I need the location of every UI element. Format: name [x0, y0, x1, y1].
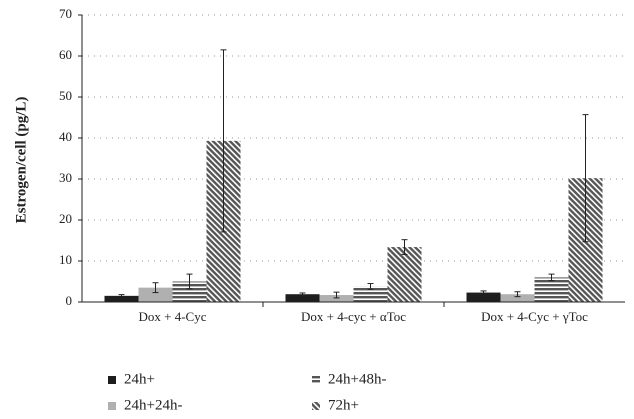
- bar: [138, 287, 173, 302]
- x-tick-label: Dox + 4-Cyc + γToc: [481, 309, 588, 324]
- error-bar: [220, 49, 227, 233]
- legend-swatch: [312, 376, 320, 384]
- y-axis-label: Estrogen/cell (pg/L): [13, 97, 29, 224]
- legend-swatch: [312, 402, 320, 410]
- error-bar: [582, 114, 589, 243]
- y-tick-label: 0: [66, 293, 73, 308]
- bar: [534, 277, 569, 302]
- y-tick-label: 70: [59, 6, 72, 21]
- error-bar: [480, 290, 487, 295]
- y-tick-label: 30: [59, 170, 72, 185]
- bar: [353, 286, 388, 302]
- error-bar: [548, 273, 555, 282]
- y-tick-label: 20: [59, 211, 72, 226]
- y-tick-label: 50: [59, 88, 72, 103]
- y-tick-label: 60: [59, 47, 72, 62]
- legend-swatch: [108, 402, 116, 410]
- error-bar: [401, 239, 408, 255]
- error-bar: [299, 292, 306, 296]
- error-bar: [333, 291, 340, 299]
- x-tick-label: Dox + 4-cyc + αToc: [301, 309, 406, 324]
- y-tick-label: 40: [59, 129, 72, 144]
- legend-label: 24h+24h-: [124, 397, 182, 413]
- bar: [104, 295, 139, 302]
- error-bar: [367, 283, 374, 290]
- legend-label: 24h+: [124, 371, 155, 387]
- bar: [319, 295, 354, 302]
- error-bar: [152, 282, 159, 294]
- bar: [387, 247, 422, 302]
- error-bar: [514, 291, 521, 298]
- legend-label: 72h+: [328, 397, 359, 413]
- x-tick-label: Dox + 4-Cyc: [139, 309, 207, 324]
- bar: [466, 292, 501, 302]
- bar: [285, 294, 320, 302]
- bar: [500, 294, 535, 302]
- legend-label: 24h+48h-: [328, 371, 386, 387]
- error-bar: [118, 294, 125, 298]
- bar: [172, 281, 207, 302]
- legend-swatch: [108, 376, 116, 384]
- y-tick-label: 10: [59, 252, 72, 267]
- error-bar: [186, 273, 193, 290]
